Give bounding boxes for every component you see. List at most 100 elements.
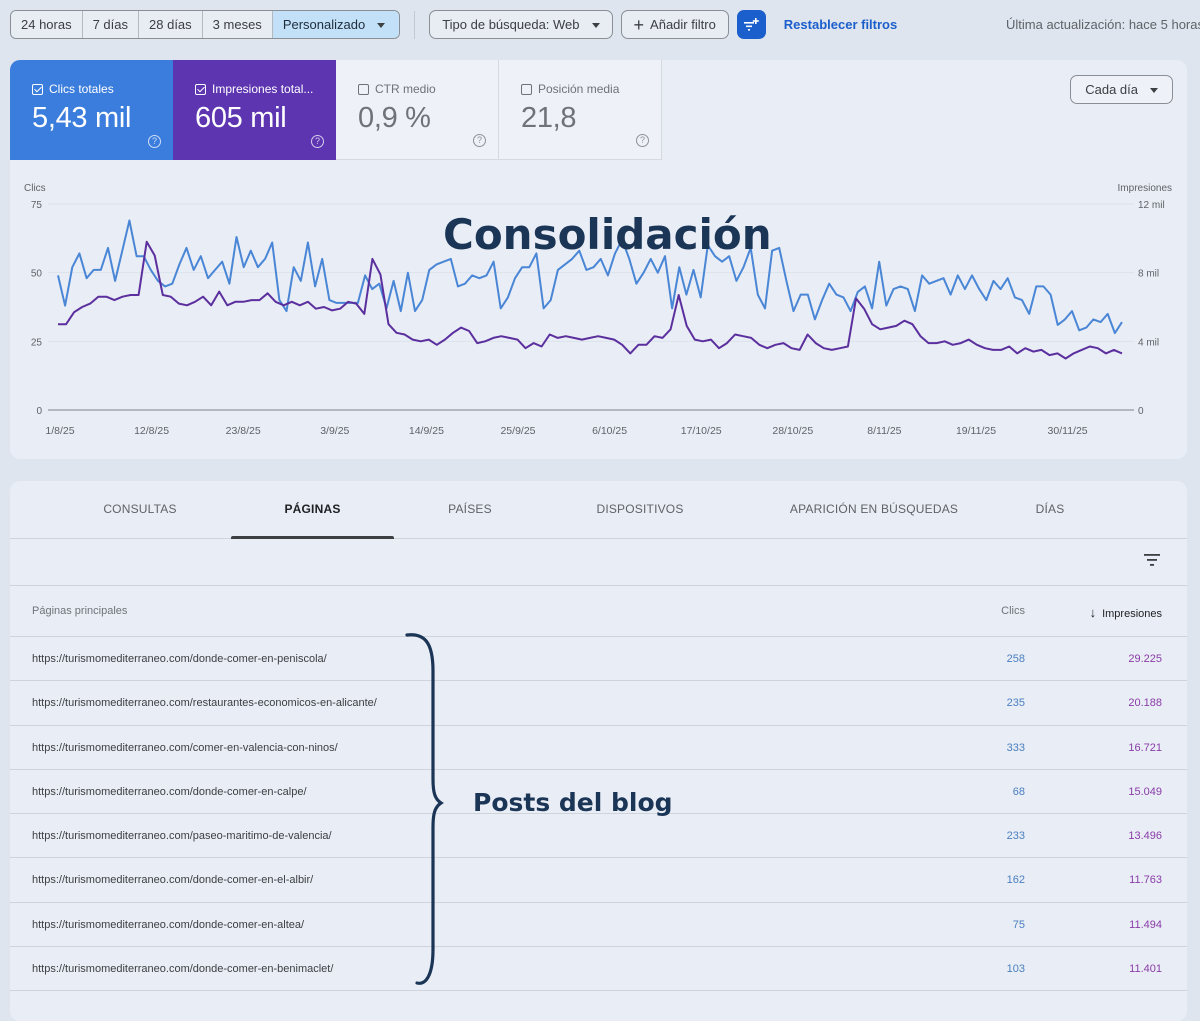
table-row[interactable]: https://turismomediterraneo.com/donde-co… xyxy=(10,637,1187,682)
table-row[interactable]: https://turismomediterraneo.com/donde-co… xyxy=(10,770,1187,815)
help-icon[interactable]: ? xyxy=(636,134,649,147)
clicks-cell: 75 xyxy=(1012,918,1025,931)
x-tick: 25/9/25 xyxy=(500,425,535,437)
table-row[interactable]: https://turismomediterraneo.com/donde-co… xyxy=(10,947,1187,992)
table-row[interactable]: https://turismomediterraneo.com/paseo-ma… xyxy=(10,814,1187,859)
checkbox-unchecked-icon[interactable] xyxy=(521,83,532,95)
curly-brace-annotation xyxy=(405,633,444,985)
page-url-link[interactable]: https://turismomediterraneo.com/comer-en… xyxy=(32,741,338,754)
range-custom-label: Personalizado xyxy=(282,17,366,32)
divider xyxy=(414,10,416,39)
brace-annotation-label: Posts del blog xyxy=(473,788,673,817)
page-url-link[interactable]: https://turismomediterraneo.com/donde-co… xyxy=(32,653,327,665)
search-type-label: Tipo de búsqueda: Web xyxy=(442,17,580,32)
performance-chart-card: Clics totales 5,43 mil ? Impresiones tot… xyxy=(10,60,1187,459)
metric-avg-ctr[interactable]: CTR medio 0,9 % ? xyxy=(336,60,499,160)
compare-filter-button[interactable] xyxy=(736,10,766,39)
metric-label: CTR medio xyxy=(375,82,436,96)
checkbox-checked-icon[interactable] xyxy=(32,83,43,95)
clicks-cell: 333 xyxy=(1006,741,1025,754)
help-icon[interactable]: ? xyxy=(311,135,324,148)
x-tick: 28/10/25 xyxy=(772,425,813,437)
reset-filters-link[interactable]: Restablecer filtros xyxy=(783,17,898,32)
page-url-link[interactable]: https://turismomediterraneo.com/donde-co… xyxy=(32,963,334,976)
y-tick-right: 12 mil xyxy=(1138,200,1165,211)
metric-value: 605 mil xyxy=(195,102,287,134)
tab-days[interactable]: DÍAS xyxy=(1035,502,1065,516)
range-custom-button[interactable]: Personalizado xyxy=(272,11,400,38)
filter-add-icon xyxy=(744,17,760,31)
granularity-label: Cada día xyxy=(1085,82,1138,97)
x-tick: 8/11/25 xyxy=(867,425,901,437)
range-7d-button[interactable]: 7 días xyxy=(82,11,140,38)
chevron-down-icon xyxy=(377,23,386,29)
chevron-down-icon xyxy=(1150,88,1158,94)
x-tick: 23/8/25 xyxy=(226,425,261,437)
page-url-link[interactable]: https://turismomediterraneo.com/donde-co… xyxy=(32,918,305,931)
tab-pages[interactable]: PÁGINAS xyxy=(231,481,394,539)
impressions-cell: 16.721 xyxy=(1128,741,1162,754)
y-axis-title-left: Clics xyxy=(24,183,46,194)
tab-countries[interactable]: PAÍSES xyxy=(448,502,492,516)
column-header-clicks[interactable]: Clics xyxy=(1001,605,1025,617)
y-tick-left: 50 xyxy=(31,269,43,280)
filter-list-icon[interactable] xyxy=(1143,553,1161,567)
impressions-series-line xyxy=(58,240,1123,360)
top-toolbar: 24 horas 7 días 28 días 3 meses Personal… xyxy=(10,10,1200,39)
y-tick-left: 0 xyxy=(36,406,42,417)
table-row[interactable]: https://turismomediterraneo.com/comer-en… xyxy=(10,726,1187,770)
table-filter-row xyxy=(10,539,1187,586)
table-body: https://turismomediterraneo.com/donde-co… xyxy=(10,637,1187,992)
range-28d-button[interactable]: 28 días xyxy=(139,11,203,38)
page-url-link[interactable]: https://turismomediterraneo.com/donde-co… xyxy=(32,874,314,887)
x-tick: 19/11/25 xyxy=(956,425,996,437)
page-url-link[interactable]: https://turismomediterraneo.com/paseo-ma… xyxy=(32,830,332,843)
metric-label: Clics totales xyxy=(49,82,114,96)
y-tick-right: 4 mil xyxy=(1138,337,1159,348)
y-tick-right: 0 xyxy=(1138,406,1144,417)
range-3m-button[interactable]: 3 meses xyxy=(202,11,273,38)
impressions-cell: 29.225 xyxy=(1128,653,1162,665)
granularity-dropdown[interactable]: Cada día xyxy=(1070,75,1173,104)
help-icon[interactable]: ? xyxy=(148,135,161,148)
plus-icon: + xyxy=(633,15,645,35)
x-tick: 17/10/25 xyxy=(681,425,722,437)
y-axis-title-right: Impresiones xyxy=(1118,183,1172,194)
x-tick: 6/10/25 xyxy=(592,425,627,437)
impressions-cell: 13.496 xyxy=(1128,830,1162,843)
search-type-dropdown[interactable]: Tipo de búsqueda: Web xyxy=(429,10,613,39)
y-tick-left: 25 xyxy=(31,337,43,348)
clicks-series-line xyxy=(57,219,1123,335)
x-tick: 14/9/25 xyxy=(409,425,444,437)
help-icon[interactable]: ? xyxy=(473,134,486,147)
add-filter-button[interactable]: + Añadir filtro xyxy=(620,10,729,39)
metric-label: Posición media xyxy=(538,82,620,96)
x-tick: 30/11/25 xyxy=(1048,425,1088,437)
table-row[interactable]: https://turismomediterraneo.com/donde-co… xyxy=(10,858,1187,903)
column-header-pages: Páginas principales xyxy=(32,605,128,617)
table-row[interactable]: https://turismomediterraneo.com/restaura… xyxy=(10,681,1187,726)
x-tick: 12/8/25 xyxy=(134,425,169,437)
table-row[interactable]: https://turismomediterraneo.com/donde-co… xyxy=(10,903,1187,948)
column-header-impressions[interactable]: ↓ Impresiones xyxy=(1090,605,1162,620)
y-tick-left: 75 xyxy=(31,200,43,211)
metric-total-impressions[interactable]: Impresiones total... 605 mil ? xyxy=(173,60,336,160)
metric-value: 0,9 % xyxy=(358,102,431,134)
impressions-cell: 11.494 xyxy=(1129,918,1162,931)
tab-devices[interactable]: DISPOSITIVOS xyxy=(596,502,684,516)
metric-avg-position[interactable]: Posición media 21,8 ? xyxy=(499,60,662,160)
overlay-annotation-title: Consolidación xyxy=(443,210,772,259)
range-24h-button[interactable]: 24 horas xyxy=(11,11,83,38)
clicks-cell: 233 xyxy=(1006,830,1025,843)
metric-label: Impresiones total... xyxy=(212,82,314,96)
clicks-cell: 235 xyxy=(1006,697,1025,710)
page-url-link[interactable]: https://turismomediterraneo.com/donde-co… xyxy=(32,785,307,798)
page-url-link[interactable]: https://turismomediterraneo.com/restaura… xyxy=(32,697,377,710)
line-chart[interactable]: Clics Impresiones 0 0 25 4 mil 50 8 mil 75 12 mil… xyxy=(10,60,1187,459)
metric-total-clicks[interactable]: Clics totales 5,43 mil ? xyxy=(10,60,173,160)
tab-search-appearance[interactable]: APARICIÓN EN BÚSQUEDAS xyxy=(789,502,959,516)
clicks-cell: 68 xyxy=(1012,785,1025,798)
checkbox-unchecked-icon[interactable] xyxy=(358,83,369,95)
tab-queries[interactable]: CONSULTAS xyxy=(103,502,177,516)
checkbox-checked-icon[interactable] xyxy=(195,83,206,95)
